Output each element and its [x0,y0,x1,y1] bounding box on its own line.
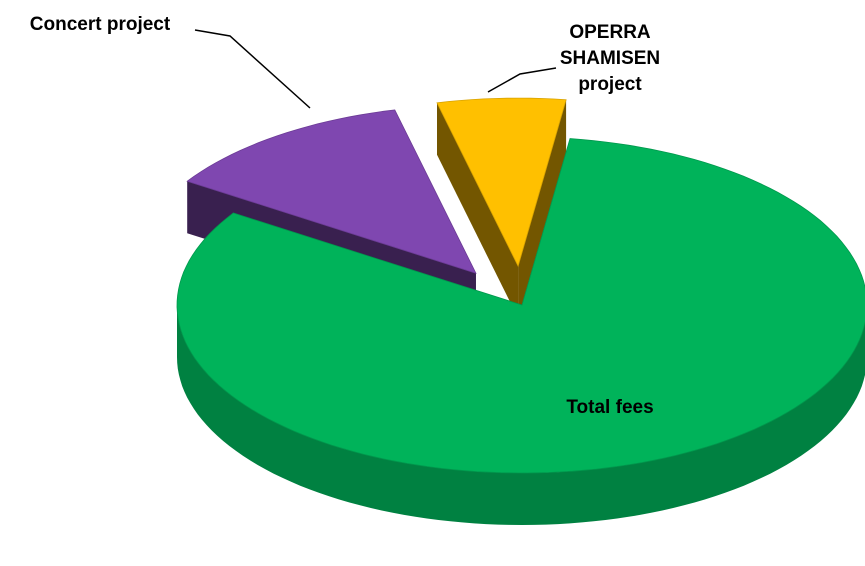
leader-line [487,67,557,93]
data-label: Total fees [566,397,654,418]
slice-wall [437,102,519,319]
slice [436,97,567,268]
data-label: OPERRA SHAMISEN project [559,22,661,95]
leader-line [194,29,311,109]
slice-side [177,305,865,525]
pie [176,97,865,525]
slice-wall [518,99,567,319]
data-label: Concert project [29,14,171,35]
slice [186,109,477,274]
slice [176,138,865,474]
